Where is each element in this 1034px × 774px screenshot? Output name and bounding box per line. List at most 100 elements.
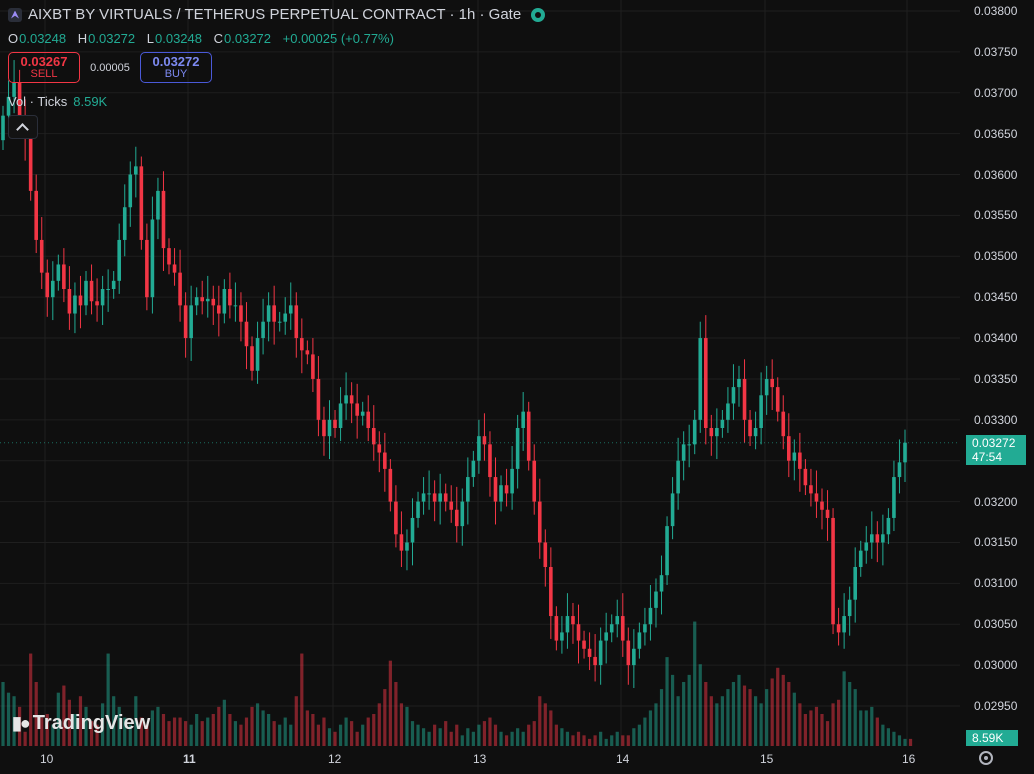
volume-bar (687, 674, 691, 746)
candle-body (626, 640, 631, 666)
trade-panel: 0.03267 SELL 0.00005 0.03272 BUY (8, 52, 212, 83)
volume-bar (621, 735, 625, 746)
candle-body (814, 493, 819, 502)
price-tick-label: 0.03100 (974, 576, 1018, 591)
candle-body (842, 616, 846, 633)
volume-bars (1, 621, 913, 746)
candle-body (648, 607, 653, 625)
market-open-dot-icon[interactable] (531, 7, 546, 22)
price-candles (1, 60, 907, 689)
volume-bar (178, 717, 182, 746)
candle-body (792, 452, 797, 461)
volume-bar (372, 714, 376, 746)
volume-bar (571, 735, 575, 746)
volume-bar (344, 717, 348, 746)
volume-bar (682, 682, 686, 746)
volume-label: Vol · Ticks (8, 94, 68, 109)
candle-body (886, 517, 891, 535)
volume-bar (433, 724, 437, 746)
open-label: O (8, 31, 19, 46)
candle-body (12, 82, 16, 97)
candle-body (222, 289, 227, 314)
high-label: H (77, 31, 88, 46)
volume-bar (217, 706, 221, 746)
volume-bar (239, 724, 243, 746)
candle-body (515, 428, 520, 469)
price-tick-label: 0.03450 (974, 290, 1018, 305)
volume-bar (460, 735, 464, 746)
price-tick-label: 0.03150 (974, 535, 1018, 550)
candle-body (272, 305, 276, 322)
volume-bar (444, 721, 448, 746)
candle-body (117, 239, 122, 281)
candle-body (598, 640, 603, 666)
sell-button[interactable]: 0.03267 SELL (8, 52, 80, 83)
candle-body (466, 477, 470, 502)
candle-body (6, 96, 11, 116)
volume-bar (45, 714, 49, 746)
time-tick-label: 13 (473, 752, 487, 766)
volume-bar (23, 731, 27, 746)
volume-bar (654, 703, 658, 746)
volume-bar (322, 717, 326, 746)
candle-body (167, 248, 171, 265)
volume-bar (809, 710, 813, 746)
volume-bar (670, 674, 675, 746)
price-tick-label: 0.03650 (974, 126, 1018, 141)
candle-body (698, 338, 703, 420)
candle-body (869, 534, 874, 543)
candle-body (410, 517, 415, 543)
volume-bar (78, 696, 83, 746)
candle-body (565, 616, 570, 633)
volume-bar (333, 731, 337, 746)
volume-bar (482, 721, 487, 746)
volume-bar (532, 721, 536, 746)
ohlc-legend: O0.03248 H0.03272 L0.03248 C0.03272 +0.0… (8, 31, 402, 46)
volume-bar (383, 689, 387, 746)
chart-title[interactable]: AIXBT BY VIRTUALS / TETHERUS PERPETUAL C… (28, 6, 522, 23)
candle-body (847, 599, 852, 617)
volume-bar (488, 717, 492, 746)
volume-bar (112, 696, 116, 746)
volume-bar (117, 706, 121, 746)
volume-bar (134, 696, 138, 746)
candle-body (897, 462, 902, 478)
candle-body (344, 395, 348, 404)
volume-bar (831, 703, 835, 746)
volume-bar (261, 710, 265, 746)
volume-bar (388, 660, 392, 746)
candle-body (449, 501, 454, 510)
candle-body (421, 493, 426, 502)
volume-bar (665, 657, 669, 746)
volume-bar (516, 728, 520, 746)
tradingview-logo[interactable]: ▮● TradingView (12, 712, 150, 735)
candle-body (255, 338, 260, 371)
volume-bar (267, 714, 271, 746)
candle-body (537, 501, 542, 543)
volume-bar (753, 696, 758, 746)
volume-bar (704, 682, 708, 746)
volume-bar (139, 717, 143, 746)
volume-bar (244, 717, 249, 746)
candle-body (571, 616, 575, 625)
time-tick-label: 11 (183, 752, 196, 766)
chart-grid (0, 0, 960, 746)
gear-icon[interactable] (979, 751, 993, 765)
volume-bar (776, 667, 780, 746)
sell-label: SELL (30, 68, 58, 80)
buy-button[interactable]: 0.03272 BUY (140, 52, 212, 83)
volume-bar (455, 724, 459, 746)
volume-legend[interactable]: Vol · Ticks 8.59K (8, 94, 107, 109)
volume-bar (881, 724, 885, 746)
price-tick-label: 0.03750 (974, 44, 1018, 59)
candle-body (554, 616, 559, 641)
collapse-legend-button[interactable] (8, 115, 38, 139)
candle-body (659, 575, 664, 592)
volume-bar (89, 721, 94, 746)
volume-bar (195, 714, 199, 746)
volume-bar (12, 696, 16, 746)
candle-body (377, 444, 382, 453)
volume-bar (56, 692, 60, 746)
volume-bar (51, 724, 55, 746)
